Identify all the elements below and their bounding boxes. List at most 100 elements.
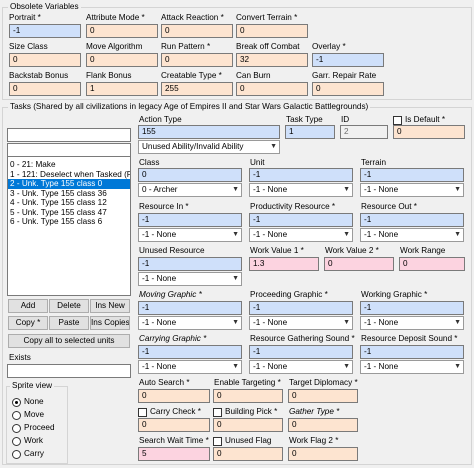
auto-search-field[interactable]: 0 <box>138 389 210 403</box>
resource-out-field[interactable]: -1 <box>360 213 464 227</box>
class-field[interactable]: 0 <box>138 168 242 182</box>
terrain-field[interactable]: -1 <box>360 168 464 182</box>
copy-all-button[interactable]: Copy all to selected units <box>8 334 130 348</box>
sprite-view-radio-move[interactable] <box>12 411 21 420</box>
carrying-graphic-dropdown[interactable]: -1 - None ▼ <box>138 360 242 374</box>
unused-flag-field[interactable]: 0 <box>213 447 283 461</box>
productivity-resource-dropdown[interactable]: -1 - None ▼ <box>249 228 353 242</box>
carrying-graphic-field[interactable]: -1 <box>138 345 242 359</box>
action-type-label: Action Type <box>139 115 182 124</box>
chevron-down-icon: ▼ <box>232 319 239 326</box>
sprite-view-radio-none[interactable] <box>12 398 21 407</box>
attack-reaction-field[interactable]: 0 <box>161 24 233 38</box>
garr-repair-rate-label: Garr. Repair Rate <box>312 71 377 80</box>
convert-terrain-label: Convert Terrain * <box>236 13 298 22</box>
attack-reaction-label: Attack Reaction * <box>161 13 224 22</box>
sprite-view-radio-carry[interactable] <box>12 450 21 459</box>
backstab-bonus-field[interactable]: 0 <box>9 82 81 96</box>
gather-type-field[interactable]: 0 <box>288 418 358 432</box>
can-burn-field[interactable]: 0 <box>236 82 308 96</box>
building-pick-checkbox[interactable] <box>213 408 222 417</box>
enable-targeting-field[interactable]: 0 <box>213 389 283 403</box>
resource-in-field[interactable]: -1 <box>138 213 242 227</box>
sprite-view-option-proceed: Proceed <box>24 423 55 432</box>
portrait-field[interactable]: -1 <box>9 24 81 38</box>
resource-deposit-sound-field[interactable]: -1 <box>360 345 464 359</box>
action-type-field[interactable]: 155 <box>138 125 280 139</box>
action-type-dropdown[interactable]: Unused Ability/Invalid Ability ▼ <box>138 140 280 154</box>
size-class-field[interactable]: 0 <box>9 53 81 67</box>
task-type-field[interactable]: 1 <box>285 125 335 139</box>
break-off-combat-label: Break off Combat <box>236 42 300 51</box>
task-search-input[interactable] <box>7 128 131 142</box>
convert-terrain-field[interactable]: 0 <box>236 24 308 38</box>
task-list[interactable]: 0 - 21: Make 1 - 121: Deselect when Task… <box>7 156 131 296</box>
working-graphic-dropdown[interactable]: -1 - None ▼ <box>360 316 464 330</box>
paste-button[interactable]: Paste <box>49 316 89 330</box>
terrain-dropdown[interactable]: -1 - None ▼ <box>360 183 464 197</box>
resource-out-dropdown[interactable]: -1 - None ▼ <box>360 228 464 242</box>
work-flag-2-field[interactable]: 0 <box>288 447 358 461</box>
list-item[interactable]: 5 - Unk. Type 155 class 47 <box>10 207 107 217</box>
chevron-down-icon: ▼ <box>270 143 277 150</box>
class-dropdown[interactable]: 0 - Archer ▼ <box>138 183 242 197</box>
carry-check-label: Carry Check * <box>150 407 201 416</box>
building-pick-field[interactable]: 0 <box>213 418 283 432</box>
ins-copies-button[interactable]: Ins Copies <box>90 316 130 330</box>
target-diplomacy-field[interactable]: 0 <box>288 389 358 403</box>
chevron-down-icon: ▼ <box>232 363 239 370</box>
task-filter-input[interactable] <box>7 143 131 157</box>
list-item[interactable]: 6 - Unk. Type 155 class 6 <box>10 217 103 226</box>
move-algorithm-field[interactable]: 0 <box>86 53 158 67</box>
work-value-2-field[interactable]: 0 <box>324 257 394 271</box>
carry-check-checkbox[interactable] <box>138 408 147 417</box>
garr-repair-rate-field[interactable]: 0 <box>312 82 384 96</box>
resource-gathering-sound-dropdown[interactable]: -1 - None ▼ <box>249 360 353 374</box>
list-item[interactable]: 0 - 21: Make <box>10 160 56 169</box>
unused-resource-dropdown[interactable]: -1 - None ▼ <box>138 272 242 286</box>
work-value-1-field[interactable]: 1.3 <box>249 257 319 271</box>
productivity-resource-field[interactable]: -1 <box>249 213 353 227</box>
resource-gathering-sound-field[interactable]: -1 <box>249 345 353 359</box>
attribute-mode-field[interactable]: 0 <box>86 24 158 38</box>
unused-resource-field[interactable]: -1 <box>138 257 242 271</box>
work-range-field[interactable]: 0 <box>399 257 465 271</box>
list-item[interactable]: 2 - Unk. Type 155 class 0 <box>8 179 130 189</box>
flank-bonus-field[interactable]: 1 <box>86 82 158 96</box>
proceeding-graphic-field[interactable]: -1 <box>249 301 353 315</box>
target-diplomacy-label: Target Diplomacy * <box>289 378 358 387</box>
carry-check-field[interactable]: 0 <box>138 418 210 432</box>
sprite-view-radio-work[interactable] <box>12 437 21 446</box>
exists-label: Exists <box>9 353 31 362</box>
add-button[interactable]: Add <box>8 299 48 313</box>
delete-button[interactable]: Delete <box>49 299 89 313</box>
unit-dropdown[interactable]: -1 - None ▼ <box>249 183 353 197</box>
unused-resource-label: Unused Resource <box>139 246 205 255</box>
unused-flag-checkbox[interactable] <box>213 437 222 446</box>
resource-in-dropdown[interactable]: -1 - None ▼ <box>138 228 242 242</box>
break-off-combat-field[interactable]: 32 <box>236 53 308 67</box>
unit-field[interactable]: -1 <box>249 168 353 182</box>
moving-graphic-field[interactable]: -1 <box>138 301 242 315</box>
run-pattern-field[interactable]: 0 <box>161 53 233 67</box>
overlay-field[interactable]: -1 <box>312 53 384 67</box>
list-item[interactable]: 4 - Unk. Type 155 class 12 <box>10 198 107 207</box>
list-item[interactable]: 3 - Unk. Type 155 class 36 <box>10 188 107 198</box>
working-graphic-field[interactable]: -1 <box>360 301 464 315</box>
moving-graphic-dropdown-value: -1 - None <box>142 318 177 327</box>
obsolete-variables-group <box>2 7 472 100</box>
ins-new-button[interactable]: Ins New <box>90 299 130 313</box>
is-default-checkbox[interactable] <box>393 116 402 125</box>
chevron-down-icon: ▼ <box>454 186 461 193</box>
moving-graphic-dropdown[interactable]: -1 - None ▼ <box>138 316 242 330</box>
search-wait-time-field[interactable]: 5 <box>138 447 210 461</box>
is-default-field[interactable]: 0 <box>393 125 465 139</box>
resource-gathering-sound-dropdown-value: -1 - None <box>253 362 288 371</box>
creatable-type-field[interactable]: 255 <box>161 82 233 96</box>
list-item[interactable]: 1 - 121: Deselect when Tasked (F <box>10 169 130 179</box>
resource-deposit-sound-dropdown[interactable]: -1 - None ▼ <box>360 360 464 374</box>
sprite-view-radio-proceed[interactable] <box>12 424 21 433</box>
proceeding-graphic-dropdown[interactable]: -1 - None ▼ <box>249 316 353 330</box>
copy-button[interactable]: Copy * <box>8 316 48 330</box>
id-field: 2 <box>340 125 388 139</box>
